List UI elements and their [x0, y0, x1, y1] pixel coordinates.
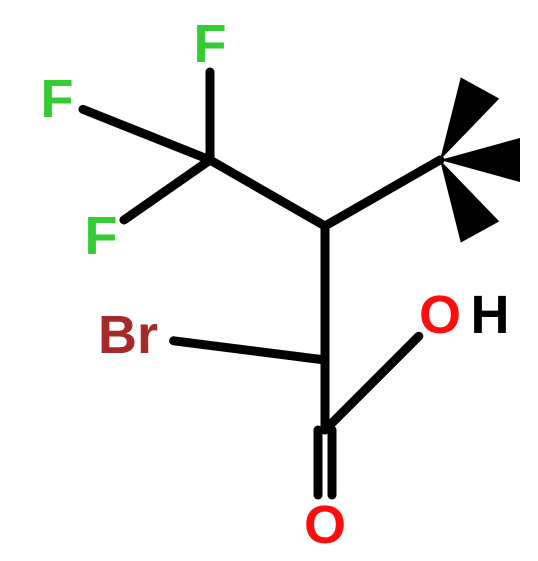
molecule-diagram: FFFBrOHO — [0, 0, 538, 561]
atom-label-f: F — [41, 69, 74, 129]
atom-label-f: F — [85, 206, 118, 266]
atom-label-f: F — [194, 14, 227, 74]
atom-label-o: O — [304, 495, 346, 555]
atom-label-o: O — [419, 285, 461, 345]
atom-label-br: Br — [98, 305, 158, 365]
atom-label-h: H — [471, 285, 510, 345]
